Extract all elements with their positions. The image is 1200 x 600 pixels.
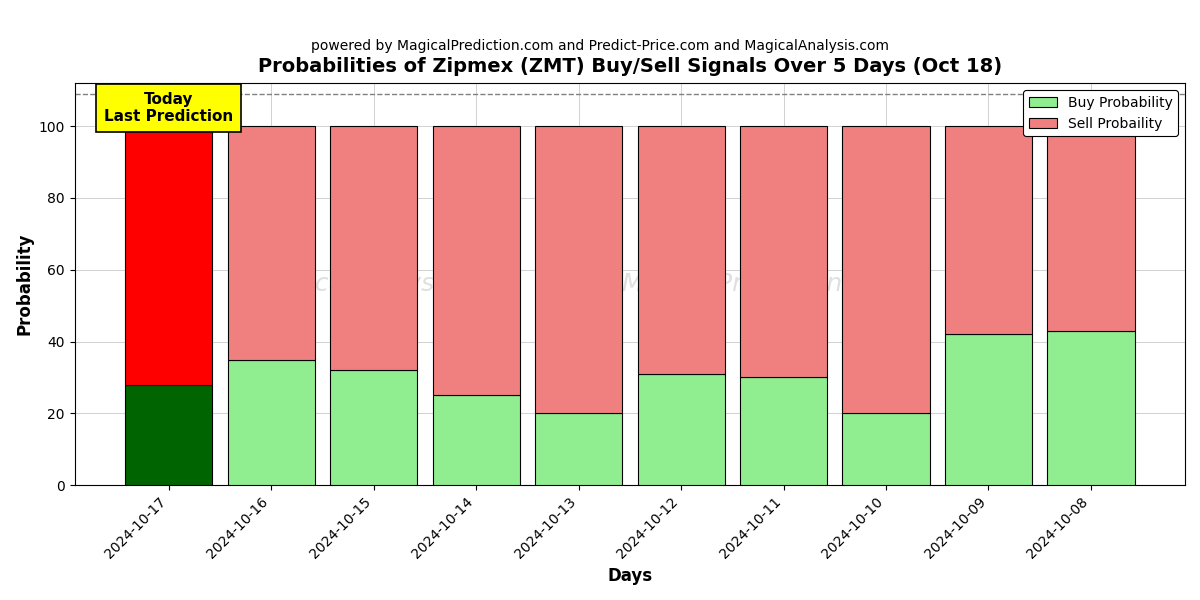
Bar (637, 126, 725, 374)
Bar (432, 126, 520, 395)
Bar (330, 126, 418, 370)
Legend: Buy Probability, Sell Probaility: Buy Probability, Sell Probaility (1024, 90, 1178, 136)
Bar (944, 334, 1032, 485)
Bar (432, 395, 520, 485)
Bar (740, 126, 827, 377)
Y-axis label: Probability: Probability (16, 233, 34, 335)
Bar (842, 413, 930, 485)
Bar (228, 126, 314, 359)
Bar (740, 377, 827, 485)
Bar (125, 385, 212, 485)
Bar (637, 374, 725, 485)
Bar (535, 126, 622, 413)
Bar (1048, 331, 1134, 485)
Bar (944, 126, 1032, 334)
Bar (330, 370, 418, 485)
Text: MagicalAnalysis.com: MagicalAnalysis.com (256, 272, 516, 296)
Text: MagicalPrediction.com: MagicalPrediction.com (622, 272, 905, 296)
Title: Probabilities of Zipmex (ZMT) Buy/Sell Signals Over 5 Days (Oct 18): Probabilities of Zipmex (ZMT) Buy/Sell S… (258, 57, 1002, 76)
Bar (842, 126, 930, 413)
Text: Today
Last Prediction: Today Last Prediction (104, 92, 233, 124)
Bar (228, 359, 314, 485)
Text: powered by MagicalPrediction.com and Predict-Price.com and MagicalAnalysis.com: powered by MagicalPrediction.com and Pre… (311, 39, 889, 53)
Bar (125, 126, 212, 385)
X-axis label: Days: Days (607, 567, 653, 585)
Bar (1048, 126, 1134, 331)
Bar (535, 413, 622, 485)
